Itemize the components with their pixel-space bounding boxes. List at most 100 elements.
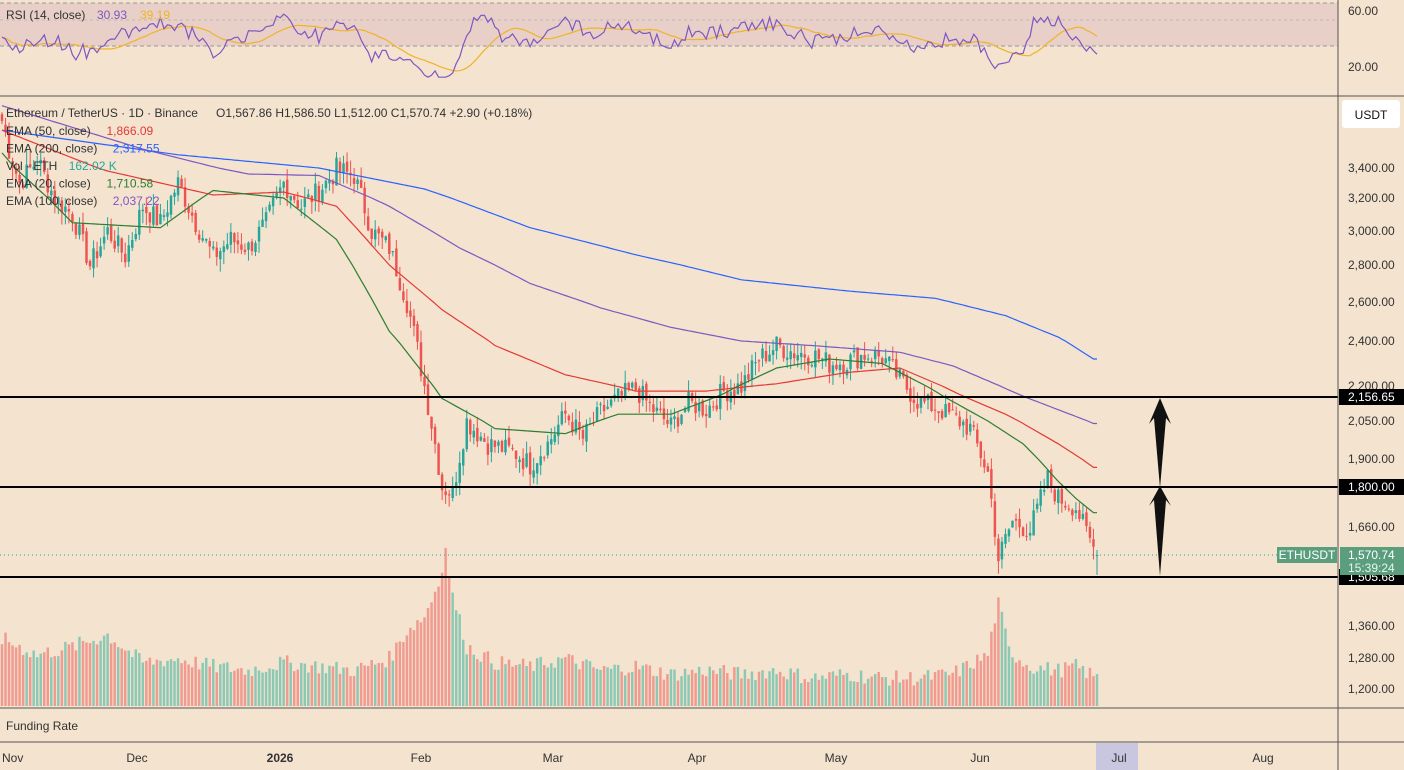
- currency-button[interactable]: USDT: [1342, 100, 1400, 128]
- candle-body: [976, 429, 979, 444]
- candle-body: [919, 397, 923, 408]
- candle-body: [824, 352, 828, 362]
- volume-bar: [219, 664, 222, 706]
- candle-body: [166, 212, 169, 217]
- volume-bar: [1060, 677, 1064, 706]
- volume-bar: [440, 572, 444, 706]
- candle-body: [525, 453, 528, 467]
- volume-bar: [736, 666, 740, 706]
- volume-bar: [493, 669, 497, 706]
- candle-body: [190, 212, 194, 216]
- candle-body: [426, 384, 430, 415]
- candle-body: [462, 449, 465, 466]
- candle-body: [39, 159, 42, 164]
- price-axis-panel[interactable]: [1338, 0, 1404, 770]
- volume-bar: [331, 666, 335, 706]
- candle-body: [162, 215, 166, 218]
- volume-bar: [775, 674, 778, 706]
- volume-bar: [986, 655, 990, 706]
- time-axis[interactable]: Nov Dec 2026 Feb Mar Apr May Jun Jul Aug: [2, 751, 1274, 765]
- volume-bar: [102, 635, 106, 706]
- price-axis[interactable]: 3,400.00 3,200.00 3,000.00 2,800.00 2,600.00…: [1348, 161, 1395, 696]
- candle-body: [201, 238, 204, 241]
- volume-bar: [662, 679, 666, 706]
- price-axis-label: 2,600.00: [1348, 295, 1395, 309]
- candle-body: [958, 416, 961, 427]
- candle-body: [1018, 518, 1021, 528]
- candle-body: [511, 447, 514, 449]
- last-price-tag: ETHUSDT 1,570.74 15:39:24: [1277, 547, 1404, 575]
- candle-body: [877, 350, 880, 357]
- volume-bar: [1088, 667, 1092, 706]
- candle-body: [997, 538, 1000, 562]
- arrow-up-lower[interactable]: [1149, 486, 1171, 576]
- target-arrows[interactable]: [1149, 398, 1171, 576]
- candle-body: [954, 413, 958, 415]
- volume-bar: [623, 675, 627, 706]
- volume-bar: [972, 668, 975, 706]
- rsi-pane[interactable]: RSI (14, close) 30.93 39.19 60.00 20.00: [0, 2, 1378, 78]
- volume-bar: [711, 670, 715, 706]
- volume-bar: [930, 679, 933, 706]
- volume-bar: [32, 650, 35, 706]
- volume-bar: [1035, 671, 1039, 706]
- candle-body: [1046, 470, 1049, 488]
- candle-body: [880, 358, 884, 364]
- time-axis-label: Dec: [126, 751, 147, 765]
- candle-body: [542, 457, 546, 459]
- volume-bar: [588, 661, 592, 706]
- candle-body: [683, 408, 687, 413]
- candle-body: [986, 466, 990, 472]
- ema-100-line: [1, 105, 1097, 425]
- candle-body: [419, 342, 423, 377]
- rsi-value: 30.93: [97, 8, 127, 22]
- candle-body: [194, 212, 197, 233]
- candle-body: [264, 212, 268, 222]
- volume-bar: [870, 676, 873, 706]
- candle-body: [4, 124, 7, 133]
- volume-bar: [634, 660, 637, 706]
- level-tags: 2,156.651,800.001,505.68: [1339, 389, 1404, 585]
- last-price-countdown: 15:39:24: [1348, 561, 1395, 575]
- candle-body: [965, 418, 968, 435]
- candle-body: [180, 178, 183, 188]
- candle-body: [912, 399, 916, 404]
- candle-body: [1011, 520, 1014, 528]
- candle-body: [18, 174, 21, 183]
- volume-bar: [891, 679, 895, 706]
- volume-bar: [1004, 628, 1007, 706]
- level-tag: [1339, 389, 1404, 405]
- candle-body: [648, 402, 652, 404]
- candle-body: [271, 197, 275, 207]
- candle-body: [856, 347, 859, 369]
- arrow-up-upper[interactable]: [1149, 398, 1171, 488]
- volume-bar: [356, 666, 359, 706]
- volume-bar: [976, 654, 979, 706]
- volume-bar: [233, 670, 236, 706]
- volume-bar: [620, 671, 623, 706]
- volume-bar: [947, 675, 951, 706]
- candle-body: [983, 459, 986, 468]
- price-axis-label: 3,200.00: [1348, 191, 1395, 205]
- volume-bar: [638, 669, 641, 706]
- candle-body: [782, 346, 785, 359]
- volume-bar: [296, 669, 299, 706]
- candle-body: [409, 310, 412, 317]
- volume-bar: [1067, 665, 1071, 706]
- candle-body: [1092, 539, 1095, 547]
- volume-bar: [666, 674, 669, 706]
- candle-body: [275, 192, 278, 198]
- candle-body: [560, 411, 564, 425]
- candle-body: [447, 494, 451, 496]
- rsi-axis-20: 20.00: [1348, 60, 1378, 74]
- volume-bar: [18, 644, 21, 706]
- horizontal-levels[interactable]: [0, 396, 1338, 578]
- volume-bar: [747, 678, 750, 706]
- volume-bar: [969, 667, 972, 706]
- volume-bar: [384, 667, 388, 706]
- time-axis-label: Mar: [543, 751, 564, 765]
- candle-body: [373, 229, 377, 240]
- candle-body: [430, 416, 433, 429]
- candle-body: [1085, 512, 1088, 527]
